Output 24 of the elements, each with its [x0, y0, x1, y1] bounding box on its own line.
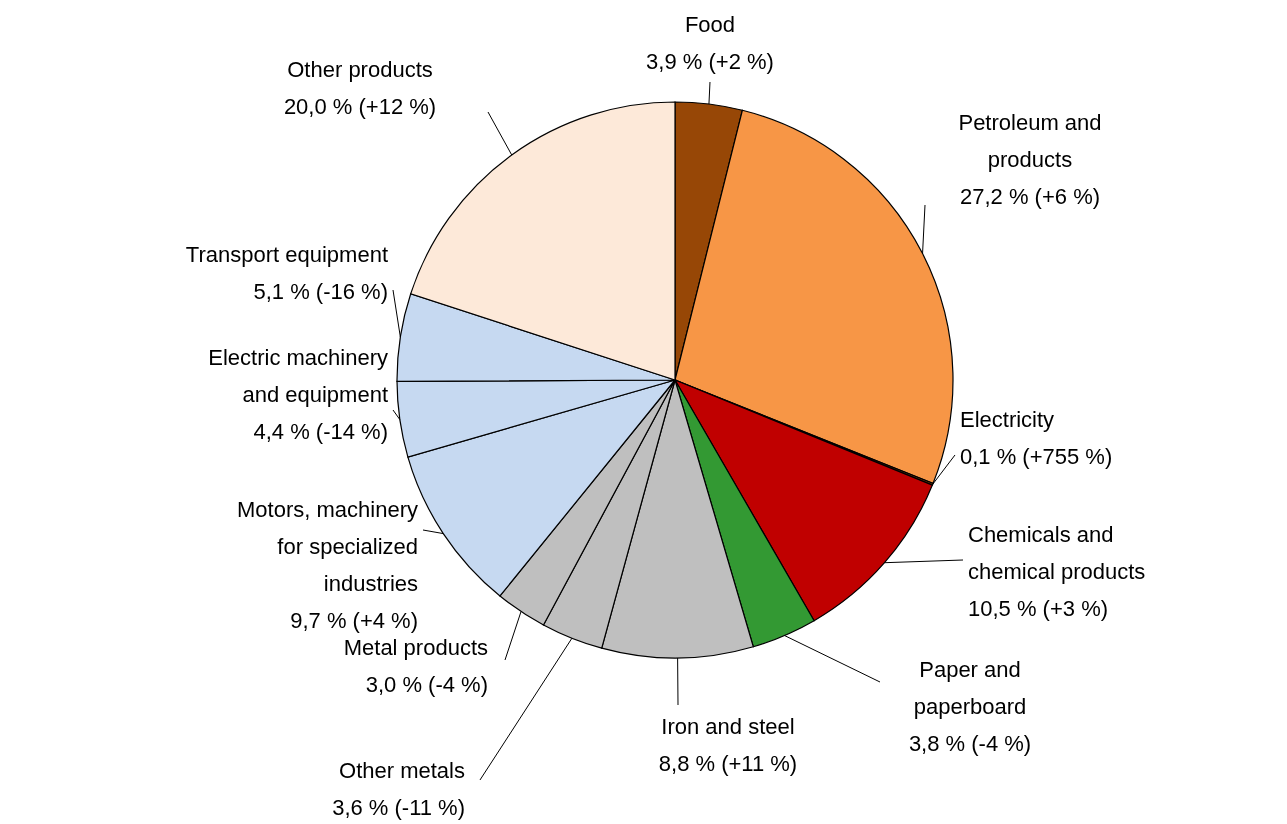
- data-label: 9,7 % (+4 %): [290, 608, 418, 633]
- slice-label: Other metals: [339, 758, 465, 783]
- data-label: 3,8 % (-4 %): [908, 731, 1032, 756]
- data-label: 8,8 % (+11 %): [658, 751, 798, 776]
- slice-label: Other products: [287, 57, 433, 82]
- slice-label: Motors, machinery for specialized industries: [237, 497, 418, 596]
- data-label: 4,4 % (-14 %): [253, 419, 388, 444]
- data-label: 3,0 % (-4 %): [365, 672, 488, 697]
- slice-label: Food: [684, 12, 736, 37]
- data-label: 10,5 % (+3 %): [968, 596, 1109, 621]
- slice-label: Electricity: [960, 407, 1055, 432]
- data-label: 0,1 % (+755 %): [960, 444, 1113, 469]
- slice-label: Electric machinery and equipment: [208, 345, 388, 407]
- slice-label: Chemicals and chemical products: [968, 522, 1146, 584]
- data-label: 20,0 % (+12 %): [283, 94, 437, 119]
- slice-label: Petroleum and products: [958, 110, 1102, 172]
- slice-label: Transport equipment: [185, 242, 388, 267]
- slice-label: Metal products: [343, 635, 488, 660]
- data-label: 3,6 % (-11 %): [332, 795, 465, 820]
- data-label: 5,1 % (-16 %): [253, 279, 388, 304]
- legend-label: Paper and paperboard: [913, 657, 1027, 719]
- data-label: 27,2 % (+6 %): [959, 184, 1101, 209]
- data-label: 3,9 % (+2 %): [646, 49, 774, 74]
- slice-label: Iron and steel: [661, 714, 795, 739]
